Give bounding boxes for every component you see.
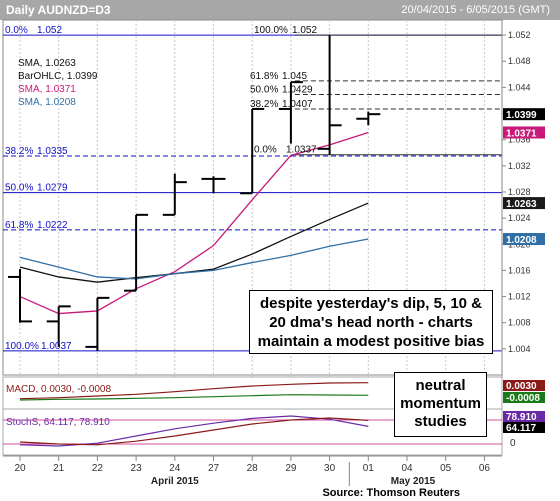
month-label: May 2015 [391, 476, 436, 487]
momentum-callout: neutral momentum studies [394, 372, 487, 437]
fib-value: 1.052 [37, 25, 62, 36]
price-tag-bg [503, 126, 545, 139]
y-tick-label: 1.048 [508, 56, 531, 66]
x-tick-label: 30 [324, 463, 336, 474]
fib-label: 61.8% [250, 71, 278, 82]
fib-label: 61.8% [5, 220, 33, 231]
fib-label: 100.0% [254, 25, 288, 36]
macd-signal-line [19, 394, 369, 401]
x-tick-label: 06 [479, 463, 491, 474]
x-tick-label: 21 [53, 463, 65, 474]
price-tag: 1.0263 [506, 199, 537, 210]
month-label: April 2015 [151, 476, 199, 487]
x-tick-label: 20 [14, 463, 26, 474]
fib-value: 1.0337 [286, 145, 317, 156]
fib-value: 1.0407 [282, 99, 313, 110]
fib-value: 1.0222 [37, 220, 68, 231]
y-tick-label: 1.008 [508, 318, 531, 328]
chart-title: Daily AUDNZD=D3 [6, 3, 111, 17]
sma-line [19, 131, 369, 315]
commentary-callout: despite yesterday's dip, 5, 10 & 20 dma'… [249, 290, 493, 354]
stoch-d-line [19, 417, 369, 446]
fib-value: 1.0429 [282, 85, 313, 96]
x-tick-label: 23 [131, 463, 143, 474]
x-tick-label: 01 [363, 463, 375, 474]
fib-label: 38.2% [250, 99, 278, 110]
x-tick-label: 22 [92, 463, 104, 474]
y-tick-label: 1.016 [508, 265, 531, 275]
stoch-tag: 78.910 [506, 412, 537, 423]
legend-entry: SMA, 1.0208 [18, 97, 76, 108]
y-tick-label: 1.036 [508, 135, 531, 145]
x-tick-label: 04 [401, 463, 413, 474]
y-tick-label: 1.032 [508, 161, 531, 171]
x-tick-label: 29 [285, 463, 297, 474]
fib-value: 1.0037 [41, 341, 72, 352]
y-tick-label: 1.004 [508, 344, 531, 354]
price-tag-bg [503, 108, 545, 121]
legend-entry: BarOHLC, 1.0399 [18, 71, 98, 82]
legend-entry: SMA, 1.0263 [18, 58, 76, 69]
x-tick-label: 24 [169, 463, 181, 474]
fib-label: 50.0% [250, 85, 278, 96]
x-tick-label: 28 [247, 463, 259, 474]
date-range: 20/04/2015 - 6/05/2015 (GMT) [401, 4, 550, 16]
macd-signal-tag-bg [503, 392, 545, 403]
y-tick-label: 1.044 [508, 82, 531, 92]
macd-line [19, 382, 369, 400]
fib-value: 1.0335 [37, 146, 68, 157]
x-tick-label: 05 [440, 463, 452, 474]
fib-value: 1.0279 [37, 183, 68, 194]
price-tag-bg [503, 197, 545, 210]
price-tag: 1.0371 [506, 128, 537, 139]
macd-tag: 0.0030 [506, 381, 537, 392]
price-tag: 1.0208 [506, 235, 537, 246]
price-tag-bg [503, 233, 545, 246]
y-tick-label: 1.052 [508, 30, 531, 40]
stoch-tag2: 64.117 [506, 423, 536, 434]
sma-line [19, 202, 369, 283]
y-tick-label: 1.028 [508, 187, 531, 197]
y-tick-label: 1.024 [508, 213, 531, 223]
y-tick-label: 1.012 [508, 292, 531, 302]
stoch-tag2-bg [503, 422, 545, 433]
fib-value: 1.045 [282, 71, 307, 82]
legend-entry: SMA, 1.0371 [18, 84, 76, 95]
stoch-zero-label: 0 [510, 438, 516, 449]
source-credit: Source: Thomson Reuters [322, 487, 460, 499]
stoch-tag-bg [503, 411, 545, 422]
fib-label: 0.0% [5, 25, 28, 36]
x-tick-label: 27 [208, 463, 220, 474]
macd-tag-bg [503, 380, 545, 391]
fib-label: 38.2% [5, 146, 33, 157]
fib-label: 50.0% [5, 183, 33, 194]
chart-header: Daily AUDNZD=D3 20/04/2015 - 6/05/2015 (… [0, 0, 560, 20]
sma-line [19, 238, 369, 280]
macd-label: MACD, 0.0030, -0.0008 [6, 384, 111, 395]
stoch-label: StochS, 64.117, 78.910 [6, 417, 110, 428]
price-tag: 1.0399 [506, 110, 537, 121]
macd-signal-tag: -0.0008 [506, 393, 540, 404]
fib-value: 1.052 [292, 25, 317, 36]
fib-label: 0.0% [254, 145, 277, 156]
fib-label: 100.0% [5, 341, 39, 352]
